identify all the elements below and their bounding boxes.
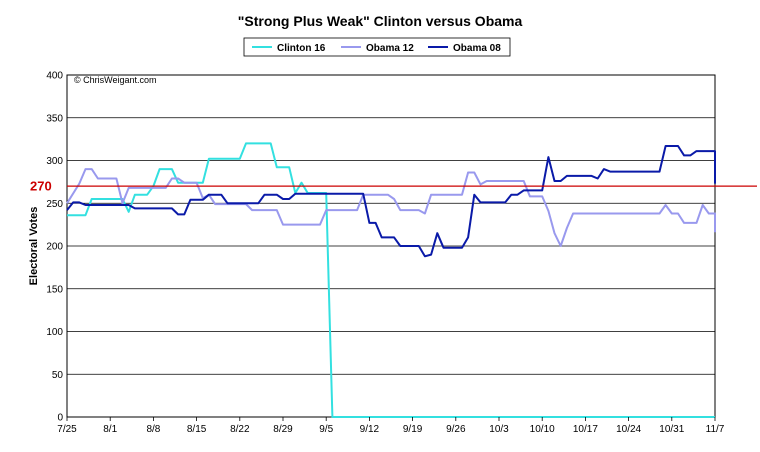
x-tick-label: 11/7	[706, 424, 725, 435]
x-tick-label: 7/25	[57, 424, 77, 435]
y-tick-label: 150	[46, 284, 63, 295]
x-tick-label: 10/3	[489, 424, 509, 435]
x-tick-label: 9/19	[403, 424, 423, 435]
legend-label-obama-08: Obama 08	[453, 43, 501, 54]
x-tick-label: 10/31	[659, 424, 684, 435]
legend-label-obama-12: Obama 12	[366, 43, 414, 54]
y-tick-label: 50	[52, 370, 64, 381]
y-tick-label: 400	[46, 71, 63, 82]
x-tick-label: 8/8	[146, 424, 160, 435]
legend: Clinton 16 Obama 12 Obama 08	[243, 37, 511, 57]
chart-title: "Strong Plus Weak" Clinton versus Obama	[238, 13, 523, 29]
x-tick-label: 8/1	[103, 424, 117, 435]
y-tick-label: 350	[46, 113, 63, 124]
y-tick-label: 100	[46, 327, 63, 338]
y-tick-label: 0	[57, 413, 63, 424]
y-tick-label: 300	[46, 156, 63, 167]
x-tick-label: 9/5	[319, 424, 333, 435]
x-tick-label: 10/17	[573, 424, 598, 435]
x-tick-label: 8/15	[187, 424, 207, 435]
y-axis-label: Electoral Votes	[28, 207, 40, 286]
x-tick-label: 10/10	[530, 424, 555, 435]
x-tick-label: 9/26	[446, 424, 466, 435]
y-tick-label: 250	[46, 199, 63, 210]
series-line-obama-12	[66, 168, 716, 247]
series-line-obama-08	[66, 145, 716, 258]
x-tick-label: 9/12	[360, 424, 380, 435]
legend-label-clinton-16: Clinton 16	[277, 43, 326, 54]
x-tick-label: 8/22	[230, 424, 250, 435]
y-tick-label: 200	[46, 242, 63, 253]
x-tick-label: 8/29	[273, 424, 293, 435]
legend-box	[243, 37, 511, 57]
reference-line-label: 270	[30, 179, 52, 194]
x-tick-label: 10/24	[616, 424, 641, 435]
copyright-annotation: © ChrisWeigant.com	[74, 75, 157, 85]
